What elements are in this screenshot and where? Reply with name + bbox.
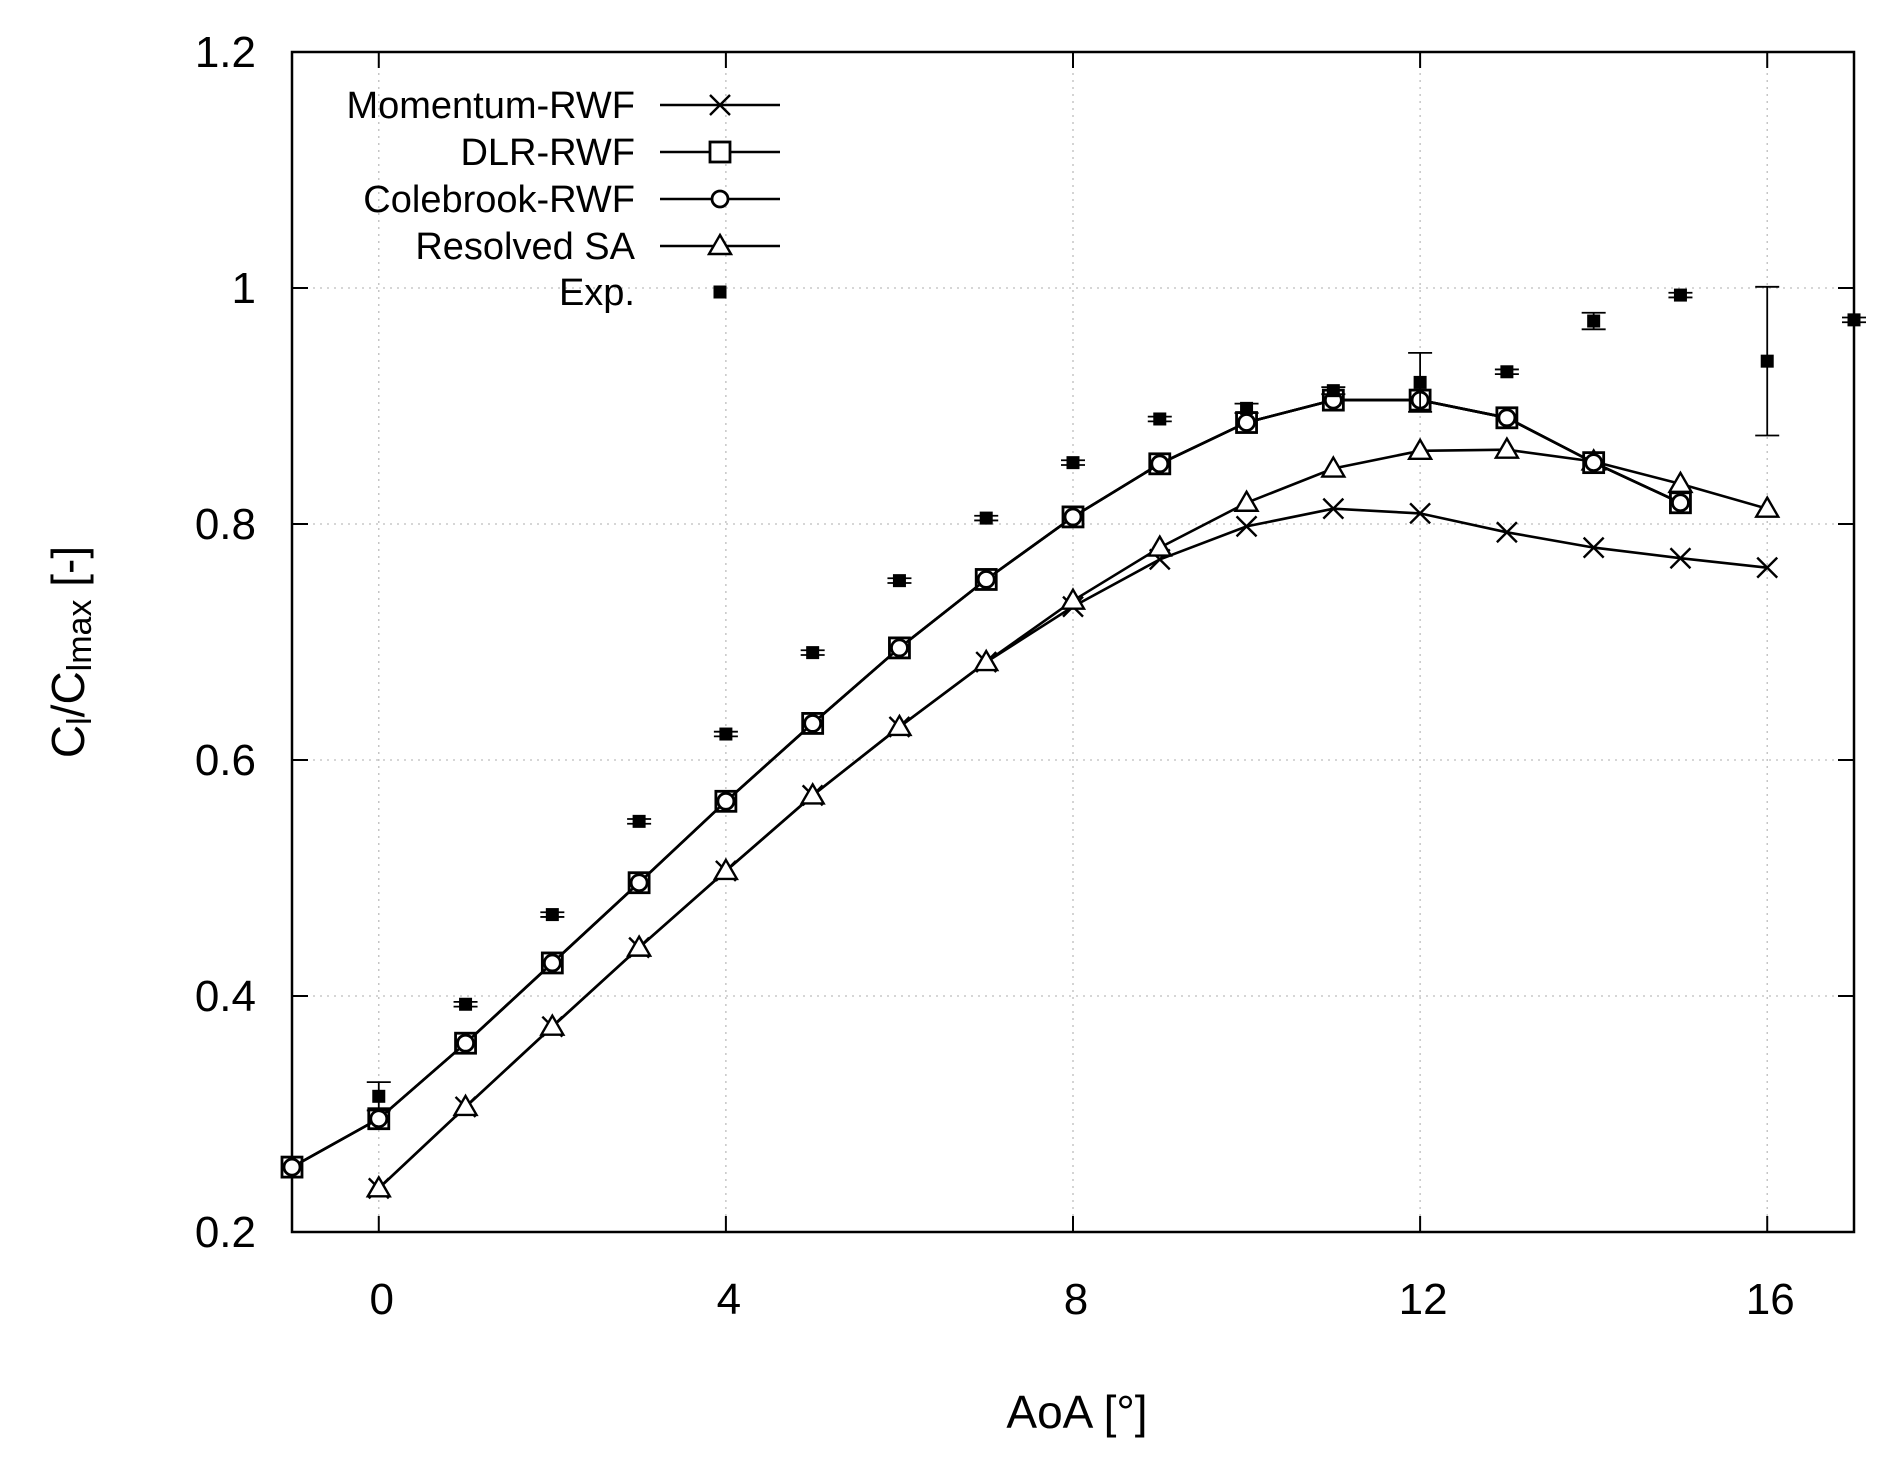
series-point-5 bbox=[1235, 515, 1258, 538]
legend-label: DLR-RWF bbox=[460, 132, 635, 174]
x-axis-label: AoA [°] bbox=[1006, 1386, 1147, 1438]
series-point-4 bbox=[712, 857, 739, 881]
series-point-3 bbox=[976, 570, 996, 589]
exp-point bbox=[459, 997, 473, 1011]
legend-item-4: Resolved SA bbox=[415, 226, 780, 268]
legend-label: Exp. bbox=[559, 272, 635, 314]
legend-item-2: DLR-RWF bbox=[460, 132, 780, 174]
legend-item-1: Momentum-RWF bbox=[346, 85, 780, 127]
series-line-4 bbox=[377, 448, 1768, 1190]
exp-point bbox=[1240, 401, 1254, 415]
series-point-3 bbox=[1584, 453, 1604, 473]
exp-point bbox=[1326, 384, 1340, 398]
series-point-4 bbox=[1754, 495, 1781, 518]
x-tick-label: 12 bbox=[1399, 1275, 1448, 1324]
x-tick-label: 16 bbox=[1746, 1275, 1795, 1324]
legend-marker bbox=[709, 94, 731, 116]
series-point-5 bbox=[1409, 502, 1431, 525]
series-point-4 bbox=[799, 782, 826, 805]
series-point-4 bbox=[452, 1093, 479, 1117]
exp-point bbox=[1413, 375, 1427, 389]
legend-label: Resolved SA bbox=[415, 226, 635, 268]
series-point-3 bbox=[456, 1033, 475, 1053]
series-point-3 bbox=[890, 638, 909, 658]
series-point-4 bbox=[1233, 489, 1260, 512]
exp-point bbox=[1673, 288, 1687, 302]
y-tick-label: 0.8 bbox=[195, 500, 256, 549]
exp-point bbox=[1760, 354, 1774, 368]
series-point-5 bbox=[1756, 556, 1779, 579]
legend: Momentum-RWF DLR-RWF Colebrook-RWF Resolved… bbox=[346, 85, 780, 314]
series-point-4 bbox=[539, 1013, 566, 1036]
series-point-3 bbox=[803, 714, 823, 733]
exp-point bbox=[719, 727, 733, 741]
y-tick-label: 0.2 bbox=[195, 1208, 256, 1257]
exp-point bbox=[1500, 365, 1514, 379]
series-4 bbox=[365, 436, 1781, 1198]
series-point-4 bbox=[1059, 587, 1087, 610]
series-1 bbox=[281, 389, 1692, 1178]
legend-label: Colebrook-RWF bbox=[363, 179, 635, 221]
legend-marker bbox=[706, 232, 734, 256]
series-point-4 bbox=[1146, 534, 1173, 557]
y-tick-label: 1 bbox=[232, 264, 256, 313]
legend-marker bbox=[710, 189, 730, 209]
y-axis-label-sub2: lmax bbox=[61, 600, 99, 672]
series-point-3 bbox=[716, 791, 736, 811]
exp-point bbox=[1587, 314, 1601, 328]
y-axis-label-sub1: l bbox=[61, 717, 99, 725]
y-axis-label-mid: /C bbox=[42, 671, 94, 717]
x-tick-label: 4 bbox=[717, 1275, 741, 1324]
x-tick-label: 0 bbox=[370, 1275, 394, 1324]
axis-ticks: 0 4 8 12 16 0.2 0.4 0.6 0.8 1 1.2 bbox=[195, 28, 1854, 1324]
series-point-4 bbox=[886, 713, 913, 737]
series-point-3 bbox=[282, 1157, 302, 1177]
series-point-5 bbox=[1582, 536, 1605, 559]
series-point-3 bbox=[1063, 507, 1083, 527]
exp-point bbox=[1847, 313, 1861, 327]
series-point-5 bbox=[1322, 497, 1345, 520]
series-point-3 bbox=[369, 1109, 389, 1129]
series-point-5 bbox=[1496, 521, 1518, 544]
y-tick-label: 1.2 bbox=[195, 28, 256, 77]
series-point-4 bbox=[1493, 436, 1520, 459]
series-point-3 bbox=[1237, 413, 1256, 432]
series-2 bbox=[280, 388, 1692, 1179]
series-point-4 bbox=[1407, 437, 1434, 461]
exp-point bbox=[1153, 412, 1167, 426]
legend-label: Momentum-RWF bbox=[346, 85, 635, 127]
legend-item-5: Exp. bbox=[559, 272, 727, 314]
series-point-4 bbox=[973, 648, 1000, 672]
experiment-layer bbox=[366, 285, 1866, 1112]
y-tick-label: 0.6 bbox=[195, 736, 256, 785]
y-axis-label: Cl/Clmax [-] bbox=[42, 546, 99, 758]
series-point-4 bbox=[626, 934, 653, 957]
series-point-3 bbox=[1671, 493, 1690, 513]
exp-point bbox=[545, 908, 559, 922]
series-layer bbox=[280, 388, 1781, 1200]
series-point-4 bbox=[365, 1174, 392, 1198]
legend-item-3: Colebrook-RWF bbox=[363, 179, 780, 221]
series-3 bbox=[282, 390, 1690, 1177]
y-tick-label: 0.4 bbox=[195, 972, 256, 1021]
y-axis-label-base: C bbox=[42, 725, 94, 758]
series-line-5 bbox=[377, 507, 1768, 1190]
legend-marker bbox=[708, 140, 732, 164]
exp-point bbox=[632, 814, 646, 828]
series-point-4 bbox=[1320, 455, 1347, 478]
legend-marker bbox=[713, 285, 727, 299]
exp-point bbox=[979, 511, 993, 525]
x-tick-label: 8 bbox=[1064, 1275, 1088, 1324]
exp-point bbox=[1066, 456, 1080, 470]
series-point-3 bbox=[629, 873, 649, 893]
series-point-5 bbox=[1669, 547, 1692, 570]
exp-point bbox=[372, 1089, 386, 1103]
exp-point bbox=[892, 574, 906, 588]
series-point-3 bbox=[1150, 454, 1170, 474]
exp-point bbox=[806, 646, 820, 660]
series-point-3 bbox=[1497, 408, 1517, 428]
y-axis-label-suffix: [-] bbox=[42, 546, 94, 600]
series-point-3 bbox=[542, 953, 562, 973]
